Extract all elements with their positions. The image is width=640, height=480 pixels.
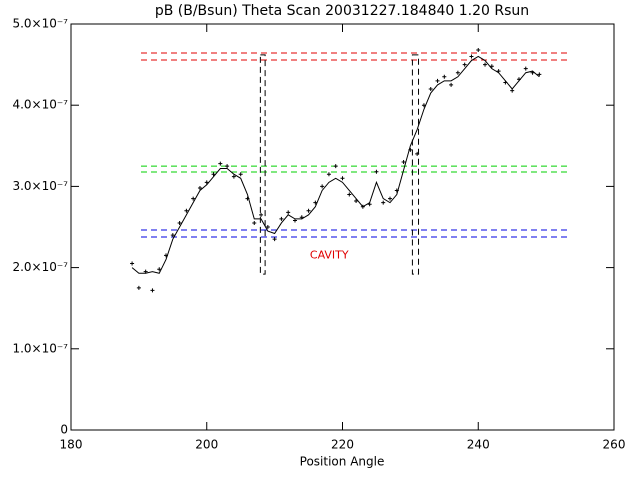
- data-point: [238, 172, 243, 177]
- y-tick-label: 4.0×10⁻⁷: [12, 98, 68, 112]
- data-point: [333, 164, 338, 169]
- data-point: [455, 70, 460, 75]
- data-point: [157, 267, 162, 272]
- data-point: [435, 78, 440, 83]
- data-point: [326, 172, 331, 177]
- data-point: [537, 72, 542, 77]
- cavity-box: [259, 54, 266, 275]
- data-point: [313, 200, 318, 205]
- data-point: [150, 288, 155, 293]
- x-tick-label: 260: [603, 438, 626, 452]
- data-point: [170, 233, 175, 238]
- data-point: [197, 186, 202, 191]
- data-point: [136, 285, 141, 290]
- data-point: [354, 199, 359, 204]
- data-point: [510, 88, 515, 93]
- data-point: [388, 196, 393, 201]
- y-tick-label: 3.0×10⁻⁷: [12, 179, 68, 193]
- x-tick-label: 180: [60, 438, 83, 452]
- data-point: [191, 196, 196, 201]
- data-point: [367, 202, 372, 207]
- data-point: [374, 169, 379, 174]
- data-point: [347, 192, 352, 197]
- data-point: [143, 269, 148, 274]
- data-point: [164, 253, 169, 258]
- data-point: [231, 174, 236, 179]
- data-point: [177, 220, 182, 225]
- data-point: [340, 176, 345, 181]
- data-point: [225, 164, 230, 169]
- data-point: [286, 210, 291, 215]
- data-point: [279, 216, 284, 221]
- data-point: [252, 220, 257, 225]
- data-point: [292, 218, 297, 223]
- data-point: [130, 261, 135, 266]
- annotation: CAVITY: [310, 248, 349, 261]
- x-tick-label: 200: [195, 438, 218, 452]
- data-point: [204, 180, 209, 185]
- data-point: [184, 208, 189, 213]
- y-tick-label: 5.0×10⁻⁷: [12, 17, 68, 31]
- data-point: [530, 70, 535, 75]
- data-point: [218, 161, 223, 166]
- x-tick-label: 240: [467, 438, 490, 452]
- data-point: [245, 196, 250, 201]
- data-point: [516, 77, 521, 82]
- data-point: [489, 64, 494, 69]
- data-point: [442, 74, 447, 79]
- data-point: [265, 225, 270, 229]
- y-tick-label: 2.0×10⁻⁷: [12, 260, 68, 274]
- data-point: [259, 212, 264, 217]
- data-point: [428, 86, 433, 91]
- data-point: [476, 47, 481, 52]
- data-point: [421, 103, 426, 108]
- data-point: [469, 54, 474, 59]
- data-point: [394, 188, 399, 193]
- data-point: [462, 62, 467, 67]
- data-point: [523, 66, 528, 71]
- y-tick-label: 0: [60, 423, 68, 437]
- data-point: [360, 204, 365, 209]
- data-line: [131, 55, 540, 274]
- data-point: [408, 147, 413, 152]
- data-point: [401, 160, 406, 165]
- data-point: [415, 151, 420, 156]
- data-point: [449, 82, 454, 87]
- chart-title: pB (B/Bsun) Theta Scan 20031227.184840 1…: [155, 3, 529, 19]
- data-point: [496, 69, 501, 74]
- x-axis-label: Position Angle: [300, 455, 385, 469]
- x-tick-label: 220: [331, 438, 354, 452]
- data-point: [320, 184, 325, 189]
- y-tick-label: 1.0×10⁻⁷: [12, 341, 68, 355]
- data-point: [483, 62, 488, 67]
- data-point: [503, 80, 508, 85]
- data-point: [306, 208, 311, 213]
- data-point: [299, 215, 304, 220]
- data-point: [272, 237, 277, 242]
- data-point: [211, 172, 216, 177]
- data-point: [381, 200, 386, 205]
- cavity-box: [411, 54, 420, 275]
